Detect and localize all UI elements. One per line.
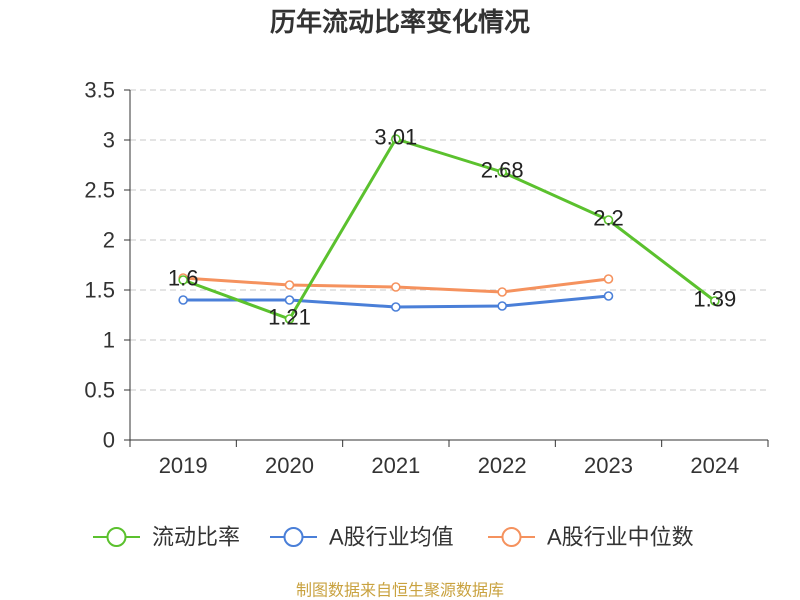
gridlines xyxy=(130,89,768,391)
y-tick-label: 0 xyxy=(103,428,115,453)
chart-title: 历年流动比率变化情况 xyxy=(270,7,530,37)
legend-circle-icon xyxy=(106,527,127,547)
legend-label: A股行业均值 xyxy=(329,525,454,550)
data-point xyxy=(603,291,614,301)
series-group xyxy=(178,134,720,324)
y-tick-label: 3 xyxy=(103,128,115,153)
data-point xyxy=(391,282,401,292)
x-tick-label: 2022 xyxy=(478,453,527,478)
legend-label: 流动比率 xyxy=(152,525,240,550)
x-tick-label: 2023 xyxy=(584,453,633,478)
data-label: 2.68 xyxy=(481,158,524,183)
data-point xyxy=(391,134,401,144)
x-tick-label: 2024 xyxy=(690,453,739,478)
y-tick-label: 2 xyxy=(103,228,115,253)
legend-item: A股行业中位数 xyxy=(488,525,694,550)
legend-circle-icon xyxy=(283,527,304,547)
data-point xyxy=(497,167,507,177)
data-label: 2.2 xyxy=(593,206,624,231)
data-labels: 1.6 1.21 3.01 2.68 2.2 1.39 xyxy=(168,125,736,330)
series-2 xyxy=(178,273,614,297)
legend-item: 流动比率 xyxy=(93,525,240,550)
legend-label: A股行业中位数 xyxy=(547,525,694,550)
x-tick-label: 2019 xyxy=(159,453,208,478)
data-point xyxy=(497,287,507,297)
y-tick-label: 0.5 xyxy=(84,378,115,403)
data-point xyxy=(497,301,507,311)
x-tick-label: 2020 xyxy=(265,453,314,478)
source-note: 制图数据来自恒生聚源数据库 xyxy=(296,582,504,600)
data-point xyxy=(391,302,401,312)
data-point xyxy=(178,275,188,285)
y-tick-label: 1 xyxy=(103,328,115,353)
legend-circle-icon xyxy=(501,527,522,547)
data-point xyxy=(603,274,614,284)
data-label: 1.21 xyxy=(268,305,311,330)
x-tick-label: 2021 xyxy=(371,453,420,478)
data-label: 3.01 xyxy=(374,125,417,150)
y-tick-label: 2.5 xyxy=(84,178,115,203)
data-point xyxy=(178,295,188,305)
data-point xyxy=(284,295,295,305)
data-label: 1.6 xyxy=(168,266,199,291)
legend-item: A股行业均值 xyxy=(270,525,454,550)
data-point xyxy=(284,280,295,290)
y-tick-label: 1.5 xyxy=(84,278,115,303)
series-0 xyxy=(178,134,720,324)
data-point xyxy=(603,215,614,225)
data-point xyxy=(710,296,720,306)
data-label: 1.39 xyxy=(693,287,736,312)
series-line xyxy=(182,137,716,321)
legend: 流动比率 A股行业均值 A股行业中位数 xyxy=(93,525,694,550)
data-point xyxy=(284,314,295,324)
series-1 xyxy=(178,291,614,312)
axes: 0 0.5 1 1.5 2 2.5 3 3.5 2019 2020 2021 2022 2023 2024 xyxy=(84,78,769,478)
y-tick-label: 3.5 xyxy=(84,78,115,103)
